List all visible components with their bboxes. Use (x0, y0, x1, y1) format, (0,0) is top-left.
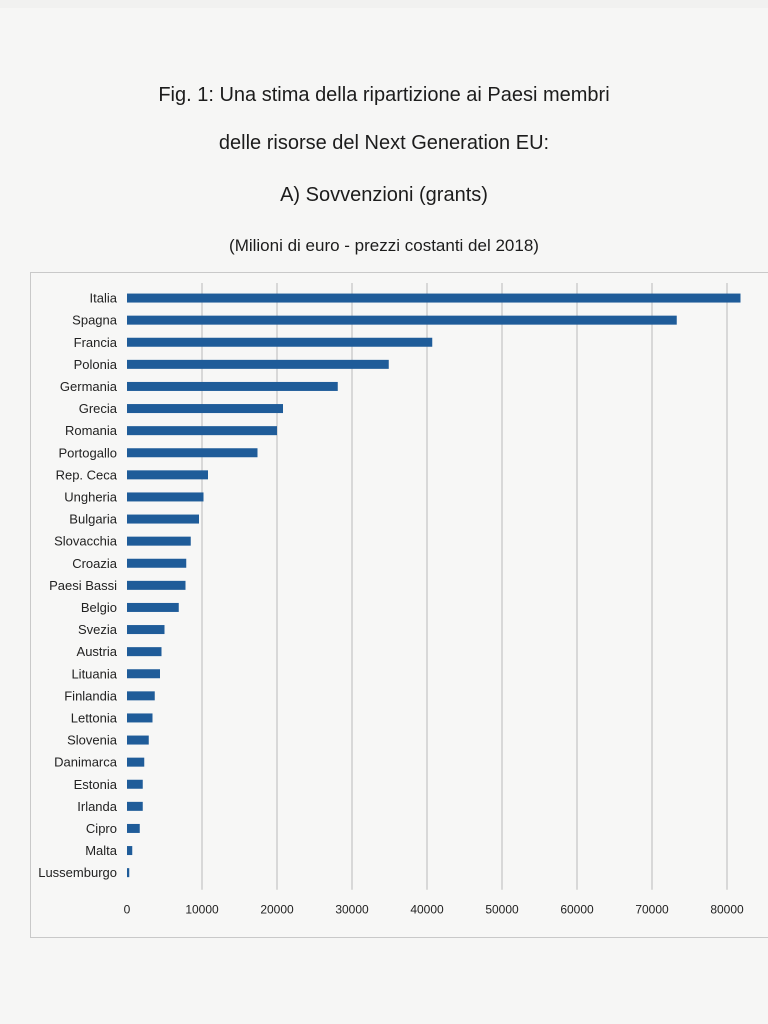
bar-malta (127, 846, 133, 856)
x-tick-label: 0 (124, 903, 131, 917)
gridlines (201, 283, 728, 890)
category-label: Irlanda (77, 799, 118, 814)
bar-lettonia (127, 713, 153, 723)
bar-slovacchia (127, 536, 191, 546)
category-label: Svezia (78, 622, 118, 637)
category-label: Spagna (72, 313, 118, 328)
category-label: Danimarca (54, 755, 118, 770)
bar-lussemburgo (127, 868, 130, 878)
x-tick-label: 10000 (185, 903, 219, 917)
figure-units-note: (Milioni di euro - prezzi costanti del 2… (229, 236, 539, 255)
x-tick-label: 80000 (710, 903, 744, 917)
bar-paesi-bassi (127, 580, 186, 590)
bar-grecia (127, 404, 283, 414)
chart-frame: Italia Spagna Francia Polonia Germania Grecia… (30, 272, 768, 938)
bar-rep-ceca (127, 470, 208, 480)
x-tick-label: 20000 (260, 903, 294, 917)
category-label: Francia (74, 335, 118, 350)
bar-chart: Italia Spagna Francia Polonia Germania Grecia… (38, 283, 744, 917)
bar-ungheria (127, 492, 204, 502)
figure-title-line-2: delle risorse del Next Generation EU: (218, 132, 550, 154)
category-label: Ungheria (64, 489, 118, 504)
bar-danimarca (127, 757, 145, 767)
category-label: Paesi Bassi (49, 578, 117, 593)
bar-francia (127, 337, 433, 347)
bar-cipro (127, 823, 140, 833)
bar-irlanda (127, 801, 143, 811)
category-label: Portogallo (58, 445, 117, 460)
category-label: Finlandia (64, 688, 118, 703)
x-tick-labels: 0 10000 20000 30000 40000 50000 60000 70000 8000… (124, 903, 744, 917)
category-label: Slovenia (67, 733, 118, 748)
x-tick-label: 70000 (635, 903, 669, 917)
category-label: Grecia (79, 401, 118, 416)
category-label: Croazia (72, 556, 118, 571)
bar-germania (127, 381, 338, 391)
bar-lituania (127, 669, 160, 679)
bar-finlandia (127, 691, 155, 701)
bar-croazia (127, 558, 187, 568)
bar-romania (127, 426, 277, 436)
x-tick-label: 30000 (335, 903, 369, 917)
category-label: Belgio (81, 600, 117, 615)
x-tick-label: 50000 (485, 903, 519, 917)
bars (127, 293, 741, 878)
figure-subtitle: A) Sovvenzioni (grants) (280, 184, 488, 206)
bar-spagna (127, 315, 677, 325)
bar-austria (127, 647, 162, 657)
bar-polonia (127, 359, 389, 369)
bar-bulgaria (127, 514, 199, 524)
x-tick-label: 60000 (560, 903, 594, 917)
category-label: Lituania (71, 666, 117, 681)
figure-title-line-1: Fig. 1: Una stima della ripartizione ai … (158, 84, 610, 106)
category-label: Lussemburgo (38, 865, 117, 880)
category-label: Lettonia (71, 710, 118, 725)
category-label: Slovacchia (54, 534, 118, 549)
bar-estonia (127, 779, 143, 789)
bar-italia (127, 293, 741, 303)
category-label: Cipro (86, 821, 117, 836)
category-label: Estonia (74, 777, 118, 792)
category-label: Rep. Ceca (56, 467, 118, 482)
category-label: Polonia (74, 357, 118, 372)
x-tick-label: 40000 (410, 903, 444, 917)
bar-belgio (127, 602, 179, 612)
bar-slovenia (127, 735, 149, 745)
category-label: Italia (90, 291, 118, 306)
category-label: Bulgaria (69, 512, 117, 527)
category-label: Germania (60, 379, 118, 394)
category-label: Austria (77, 644, 118, 659)
bar-portogallo (127, 448, 258, 458)
bar-svezia (127, 625, 165, 635)
category-label: Romania (65, 423, 118, 438)
category-labels: Italia Spagna Francia Polonia Germania Grecia… (38, 291, 118, 881)
category-label: Malta (85, 843, 118, 858)
